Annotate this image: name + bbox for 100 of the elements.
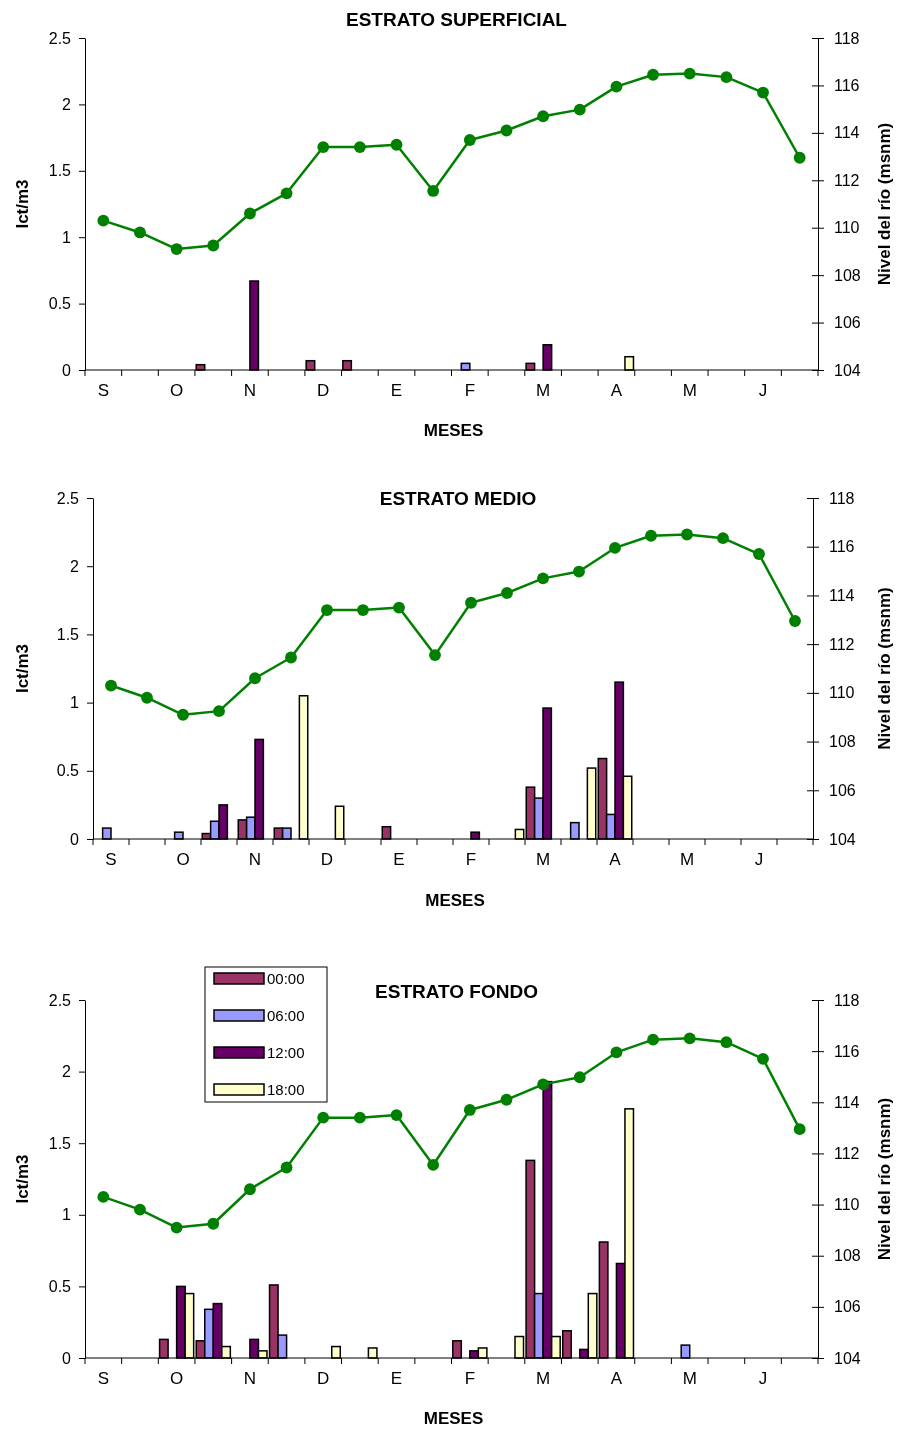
point [280,1161,293,1174]
x-tick-label: O [176,850,190,870]
point [573,565,585,578]
y2-tick-label: 112 [829,635,855,653]
y2-tick-label: 112 [834,171,860,189]
y-tick-label: 1 [70,694,80,712]
y2-tick-label: 114 [834,1093,860,1111]
y2-axis-title: Nivel del río (msnm) [875,587,894,750]
point [353,141,366,153]
y2-tick-label: 106 [834,1298,861,1316]
y-tick-label: 0.5 [56,762,80,780]
x-tick-label: F [464,1369,476,1389]
point [390,138,403,151]
x-axis-title: MESES [425,891,485,910]
x-tick-label: F [465,850,477,870]
point [793,151,806,164]
y-axis-title: Ict/m3 [13,1154,32,1204]
x-tick-label: D [317,1369,330,1389]
y2-tick-label: 108 [834,1247,861,1265]
point [134,1203,146,1216]
x-axis-title: MESES [423,1409,484,1428]
point [647,1033,659,1046]
x-tick-label: S [97,1369,109,1389]
point [683,67,696,80]
point [105,679,117,692]
y-tick-label: 2.5 [56,489,80,507]
point [463,1104,476,1116]
x-tick-label: E [393,850,405,870]
y2-tick-label: 114 [829,587,855,605]
point [463,134,476,146]
legend-label: 00:00 [267,970,305,987]
point [573,1071,586,1084]
point [207,239,220,252]
y2-tick-label: 116 [829,538,855,556]
y-tick-label: 1.5 [56,626,80,644]
point [647,68,659,81]
y-tick-label: 1 [62,228,72,246]
point [610,80,623,93]
x-tick-label: E [390,1369,403,1389]
point [537,572,549,585]
x-tick-label: M [682,1369,697,1389]
point [177,708,189,721]
point [757,1052,769,1065]
y-axis-title: Ict/m3 [13,643,32,694]
y2-tick-label: 106 [829,781,856,799]
y2-tick-label: 118 [834,991,860,1009]
x-tick-label: M [535,850,551,870]
y-tick-label: 2 [62,1063,72,1081]
chart-title: ESTRATO MEDIO [379,488,537,509]
y-tick-label: 2.5 [48,991,72,1009]
point [427,185,440,197]
y2-tick-label: 110 [834,219,860,237]
x-tick-label: N [243,381,257,401]
y2-tick-label: 116 [834,77,860,95]
point [500,124,513,137]
y2-tick-label: 112 [834,1145,860,1163]
legend-label: 18:00 [267,1081,305,1098]
y-tick-label: 1.5 [48,1134,72,1152]
point [537,1078,550,1091]
x-tick-label: J [754,850,764,870]
point [141,691,153,704]
x-tick-label: M [536,1369,551,1389]
y-tick-label: 2 [62,96,72,114]
y2-tick-label: 118 [834,29,860,47]
point [134,226,146,239]
y2-tick-label: 118 [829,489,855,507]
y2-tick-label: 104 [829,830,856,848]
y-tick-label: 2.5 [48,29,72,47]
x-tick-label: M [682,381,697,401]
point [321,604,333,616]
point [717,532,729,545]
x-tick-label: N [248,850,262,870]
x-tick-label: N [243,1369,257,1389]
y2-tick-label: 110 [834,1196,860,1214]
y-tick-label: 0 [70,830,80,848]
point [501,587,513,599]
y2-tick-label: 108 [829,733,856,751]
point [757,86,769,99]
y-axis-title: Ict/m3 [13,179,32,229]
point [610,1046,623,1059]
y-tick-label: 0.5 [48,295,72,313]
point [353,1111,366,1124]
point [753,548,765,560]
y-tick-label: 0 [62,1349,72,1367]
y-tick-label: 1 [62,1206,72,1224]
point [429,649,441,662]
x-tick-label: O [170,1369,184,1389]
point [213,705,225,718]
point [645,529,657,542]
y2-tick-label: 106 [834,314,861,332]
point [170,243,183,255]
x-tick-label: D [317,381,330,401]
point [244,1183,256,1196]
point [537,110,550,123]
x-tick-label: M [536,381,551,401]
y-tick-label: 0 [62,361,72,379]
legend-label: 06:00 [267,1007,305,1024]
point [789,615,801,627]
point [465,596,477,609]
point [97,1190,110,1203]
